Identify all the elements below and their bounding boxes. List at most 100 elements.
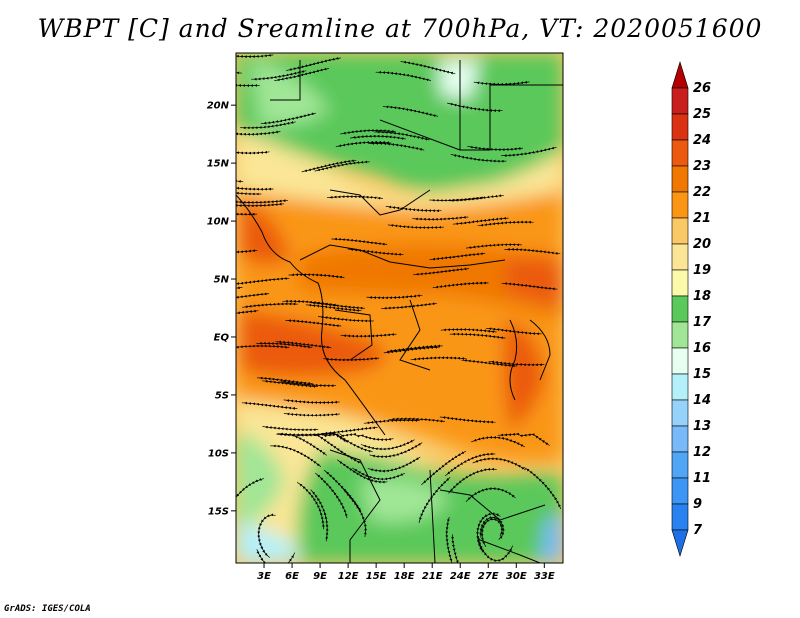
lat-label: 5N (214, 275, 230, 286)
lon-label: 12E (338, 571, 359, 582)
streamline (347, 248, 404, 256)
colorbar-label: 14 (693, 393, 711, 408)
streamline (342, 487, 368, 537)
streamline (242, 302, 298, 309)
streamline (381, 302, 438, 310)
streamline (236, 292, 270, 301)
streamline (400, 60, 456, 75)
lon-label: 21E (422, 571, 443, 582)
lon-label: 30E (506, 571, 527, 582)
colorbar-label: 22 (693, 185, 711, 200)
streamline (241, 401, 298, 410)
colorbar-label: 11 (693, 471, 711, 486)
streamline (236, 63, 242, 75)
streamline (410, 356, 467, 361)
colorbar-label: 7 (693, 523, 703, 538)
streamline (260, 112, 316, 125)
streamline (476, 512, 501, 553)
colorbar-label: 18 (693, 289, 711, 304)
colorbar-segment (671, 217, 689, 245)
colorbar-segment (671, 529, 689, 558)
colorbar-segment (671, 503, 689, 531)
streamline (296, 482, 325, 530)
streamline (388, 417, 445, 423)
colorbar-label: 25 (693, 107, 711, 122)
streamline (236, 202, 285, 208)
streamline (374, 130, 430, 141)
streamline (236, 79, 260, 88)
colorbar-label: 24 (693, 133, 711, 148)
colorbar-label: 20 (693, 237, 711, 252)
streamline (366, 294, 423, 300)
lat-label: 5S (215, 390, 229, 401)
streamline (236, 130, 281, 136)
streamline (236, 249, 258, 254)
streamline (236, 344, 290, 349)
streamline (479, 516, 505, 540)
colorbar-label: 15 (693, 367, 711, 382)
colorbar-segment (671, 373, 689, 401)
streamline (236, 209, 258, 216)
streamline (256, 376, 313, 385)
colorbar-segment (671, 477, 689, 505)
streamline (236, 188, 262, 196)
streamline (256, 549, 296, 563)
streamline (236, 477, 264, 514)
lon-label: 24E (450, 571, 471, 582)
colorbar-label: 16 (693, 341, 711, 356)
streamline (375, 70, 431, 82)
colorbar: 7 9 11 12 13 14 15 16 17 18 19 20 21 22 23 24 25 26 (671, 60, 712, 558)
streamline (236, 277, 290, 285)
streamline (461, 359, 518, 368)
colorbar-segment (671, 87, 689, 115)
wbpt-shaded-field (236, 53, 563, 563)
lon-label: 18E (394, 571, 415, 582)
streamline (236, 53, 274, 59)
colorbar-label: 23 (693, 159, 711, 174)
streamline (323, 356, 380, 362)
streamline (473, 80, 530, 86)
lon-label: 27E (478, 571, 499, 582)
streamline (236, 148, 270, 155)
streamline (257, 513, 276, 558)
streamline (236, 286, 243, 292)
streamline (236, 199, 289, 204)
streamline (413, 267, 469, 276)
colorbar-segment (671, 269, 689, 297)
streamline (450, 154, 507, 163)
lat-label: 15N (207, 159, 230, 170)
streamline (288, 273, 345, 279)
lat-label: 20N (207, 101, 230, 112)
streamline (501, 282, 558, 291)
streamline (283, 399, 340, 405)
colorbar-segment (671, 60, 689, 89)
streamline (477, 220, 534, 227)
streamline (283, 412, 340, 417)
colorbar-segment (671, 425, 689, 453)
lat-label: 10S (208, 448, 229, 459)
streamline (314, 160, 370, 172)
colorbar-label: 13 (693, 419, 711, 434)
streamlines (236, 53, 562, 563)
colorbar-segment (671, 243, 689, 271)
streamline (275, 340, 332, 349)
streamline (485, 327, 542, 336)
streamline (382, 105, 438, 118)
lat-label: 10N (207, 217, 230, 228)
plot-title: WBPT [C] and Sreamline at 700hPa, VT: 20… (37, 14, 763, 43)
streamline (497, 432, 550, 446)
colorbar-segment (671, 399, 689, 427)
streamline (305, 303, 362, 312)
lon-label: 9E (313, 571, 327, 582)
streamline (447, 102, 503, 113)
colorbar-label: 9 (693, 497, 702, 512)
streamline (236, 171, 244, 183)
colorbar-label: 17 (693, 315, 712, 330)
streamline (471, 435, 526, 448)
streamline (262, 425, 319, 432)
colorbar-label: 12 (693, 445, 711, 460)
streamline (326, 195, 383, 200)
streamline (383, 345, 440, 354)
streamline (501, 146, 557, 157)
